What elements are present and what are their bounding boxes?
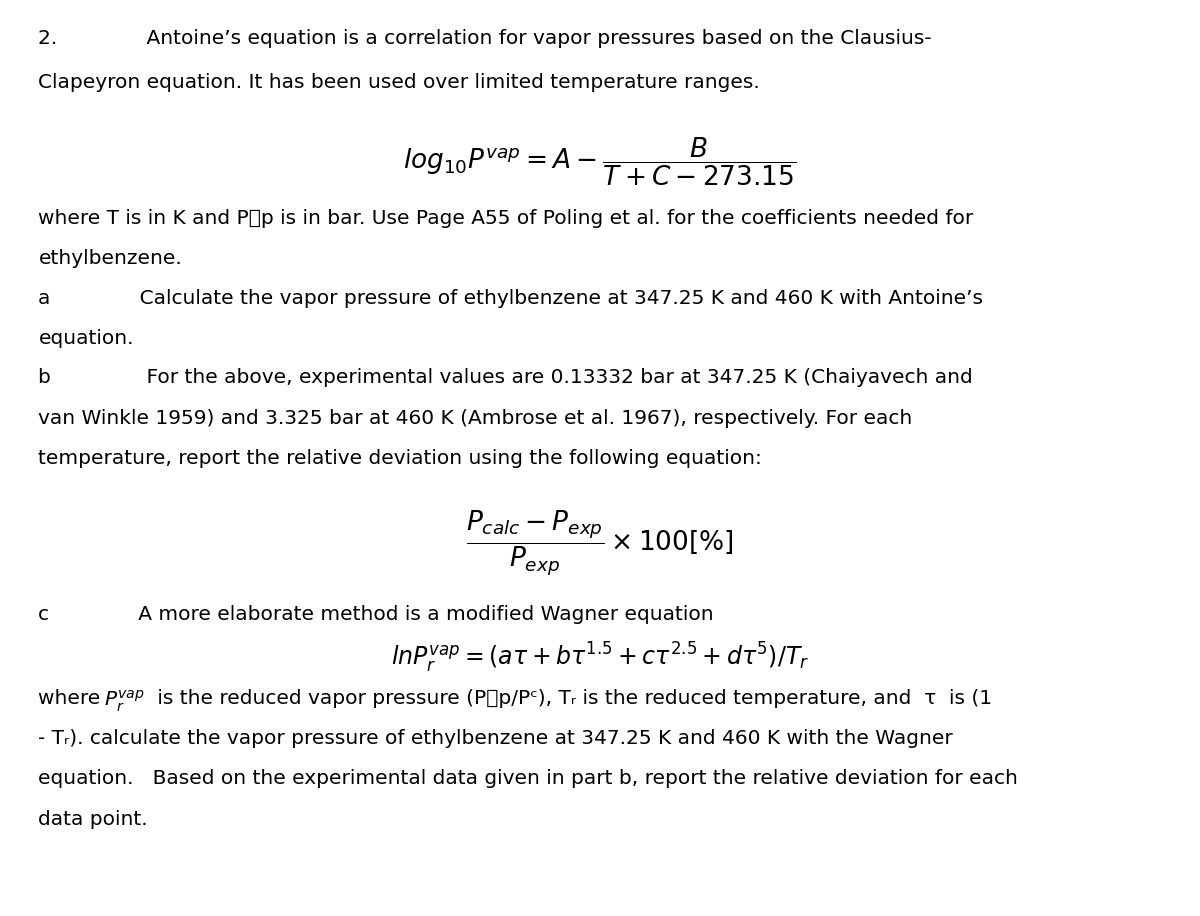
Text: c              A more elaborate method is a modified Wagner equation: c A more elaborate method is a modified … <box>38 605 714 624</box>
Text: where: where <box>38 689 107 708</box>
Text: $\mathit{ln}P_r^{vap} = (a\tau + b\tau^{1.5} + c\tau^{2.5} + d\tau^{5})/T_r$: $\mathit{ln}P_r^{vap} = (a\tau + b\tau^{… <box>391 641 809 675</box>
Text: equation.: equation. <box>38 329 134 348</box>
Text: Clapeyron equation. It has been used over limited temperature ranges.: Clapeyron equation. It has been used ove… <box>38 73 760 93</box>
Text: $P_r^{vap}$: $P_r^{vap}$ <box>104 689 145 714</box>
Text: 2.              Antoine’s equation is a correlation for vapor pressures based on: 2. Antoine’s equation is a correlation f… <box>38 29 932 49</box>
Text: $\dfrac{P_{calc} - P_{exp}}{P_{exp}} \times 100[\%]$: $\dfrac{P_{calc} - P_{exp}}{P_{exp}} \ti… <box>466 508 734 578</box>
Text: is the reduced vapor pressure (Pᵯp/Pᶜ), Tᵣ is the reduced temperature, and  τ  i: is the reduced vapor pressure (Pᵯp/Pᶜ), … <box>151 689 992 708</box>
Text: - Tᵣ). calculate the vapor pressure of ethylbenzene at 347.25 K and 460 K with t: - Tᵣ). calculate the vapor pressure of e… <box>38 729 953 748</box>
Text: van Winkle 1959) and 3.325 bar at 460 K (Ambrose et al. 1967), respectively. For: van Winkle 1959) and 3.325 bar at 460 K … <box>38 409 913 428</box>
Text: a              Calculate the vapor pressure of ethylbenzene at 347.25 K and 460 : a Calculate the vapor pressure of ethylb… <box>38 289 984 308</box>
Text: temperature, report the relative deviation using the following equation:: temperature, report the relative deviati… <box>38 449 762 468</box>
Text: b               For the above, experimental values are 0.13332 bar at 347.25 K (: b For the above, experimental values are… <box>38 368 973 387</box>
Text: $\mathit{log}_{10}P^{vap} = A - \dfrac{B}{T + C - 273.15}$: $\mathit{log}_{10}P^{vap} = A - \dfrac{B… <box>403 136 797 188</box>
Text: ethylbenzene.: ethylbenzene. <box>38 249 182 268</box>
Text: where T is in K and Pᵯp is in bar. Use Page A55 of Poling et al. for the coeffic: where T is in K and Pᵯp is in bar. Use P… <box>38 209 973 228</box>
Text: equation.   Based on the experimental data given in part b, report the relative : equation. Based on the experimental data… <box>38 769 1019 789</box>
Text: data point.: data point. <box>38 810 148 829</box>
